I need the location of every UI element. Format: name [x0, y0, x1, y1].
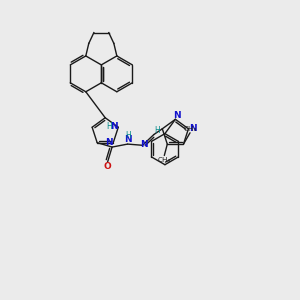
- Text: H: H: [106, 122, 112, 131]
- Text: H: H: [154, 126, 160, 135]
- Text: N: N: [189, 124, 196, 133]
- Text: N: N: [124, 135, 132, 144]
- Text: N: N: [105, 138, 113, 147]
- Text: CH₃: CH₃: [158, 157, 171, 163]
- Text: N: N: [140, 140, 148, 149]
- Text: N: N: [110, 122, 118, 131]
- Text: H: H: [125, 131, 131, 140]
- Text: N: N: [173, 111, 181, 120]
- Text: CH₃: CH₃: [184, 126, 197, 132]
- Text: O: O: [103, 162, 111, 171]
